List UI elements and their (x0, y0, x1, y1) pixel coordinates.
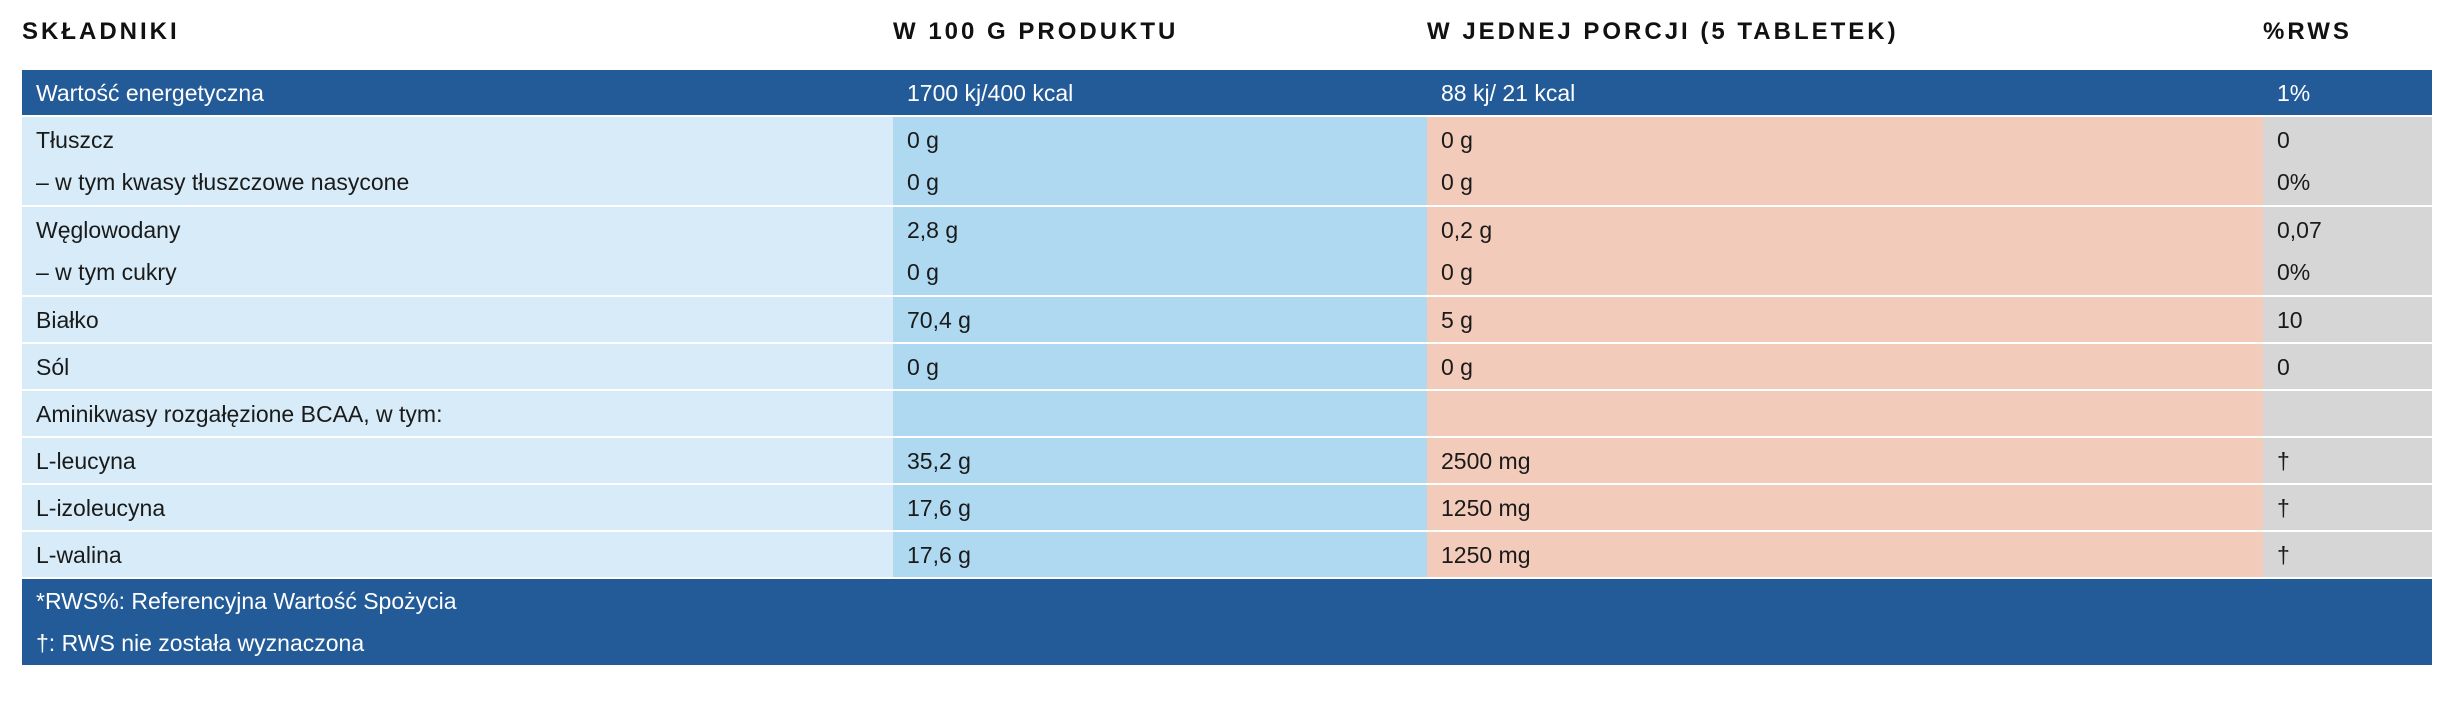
per-100g-cell: 0 g 0 g (893, 116, 1427, 207)
ingredient-cell: Węglowodany – w tym cukry (22, 206, 893, 297)
table-row: L-walina 17,6 g 1250 mg † (22, 531, 2432, 579)
ingredient-label: Aminikwasy rozgałęzione BCAA, w tym: (36, 400, 443, 427)
ingredient-sublabel: – w tym kwasy tłuszczowe nasycone (36, 169, 410, 195)
ingredient-label: Tłuszcz (36, 127, 114, 153)
header-ingredients: SKŁADNIKI (22, 18, 180, 45)
rws-value: 1% (2277, 79, 2311, 106)
per-serving-value: 2500 mg (1441, 447, 1531, 474)
per-100g-cell: 2,8 g 0 g (893, 206, 1427, 297)
footnote-row: *RWS%: Referencyjna Wartość Spożycia †: … (22, 578, 2432, 665)
per-serving-cell: 1250 mg (1427, 531, 2263, 579)
footnote-rws: *RWS%: Referencyjna Wartość Spożycia (36, 588, 457, 614)
rws-value: 0 (2277, 127, 2290, 153)
per-serving-value: 0,2 g (1441, 217, 1493, 243)
rws-subvalue: 0% (2277, 169, 2311, 195)
ingredient-cell: Wartość energetyczna (22, 70, 893, 117)
rws-cell: † (2263, 484, 2432, 532)
per-serving-subvalue: 0 g (1441, 259, 1473, 285)
per-100g-value: 35,2 g (907, 447, 971, 474)
ingredient-cell: Tłuszcz – w tym kwasy tłuszczowe nasycon… (22, 116, 893, 207)
per-serving-value: 5 g (1441, 306, 1473, 333)
header-per-serving: W JEDNEJ PORCJI (5 TABLETEK) (1427, 18, 1899, 45)
ingredient-cell: Sól (22, 343, 893, 391)
per-100g-value: 17,6 g (907, 494, 971, 521)
per-100g-value: 0 g (907, 353, 939, 380)
footnote-cell: *RWS%: Referencyjna Wartość Spożycia †: … (22, 578, 2432, 665)
ingredient-label: L-walina (36, 541, 122, 568)
per-100g-value: 2,8 g (907, 217, 959, 243)
per-serving-value: 0 g (1441, 353, 1473, 380)
ingredient-label: Białko (36, 306, 99, 333)
ingredient-cell: L-walina (22, 531, 893, 579)
per-serving-cell: 5 g (1427, 296, 2263, 344)
per-100g-value: 70,4 g (907, 306, 971, 333)
ingredient-label: Sól (36, 353, 70, 380)
per-100g-value: 0 g (907, 127, 939, 153)
table-row: Węglowodany – w tym cukry 2,8 g 0 g 0,2 … (22, 206, 2432, 297)
per-100g-cell (893, 390, 1427, 438)
rws-cell: 1% (2263, 70, 2432, 117)
table-row: Aminikwasy rozgałęzione BCAA, w tym: (22, 390, 2432, 438)
rws-cell: 10 (2263, 296, 2432, 344)
per-100g-subvalue: 0 g (907, 259, 939, 285)
rws-value: 0,07 (2277, 217, 2322, 243)
ingredient-label: Węglowodany (36, 217, 181, 243)
rws-value: 0 (2277, 353, 2290, 380)
per-100g-cell: 1700 kj/400 kcal (893, 70, 1427, 117)
nutrition-table: Wartość energetyczna 1700 kj/400 kcal 88… (22, 70, 2432, 665)
ingredient-cell: Aminikwasy rozgałęzione BCAA, w tym: (22, 390, 893, 438)
per-serving-value: 0 g (1441, 127, 1473, 153)
table-row: Białko 70,4 g 5 g 10 (22, 296, 2432, 344)
rws-cell: 0,07 0% (2263, 206, 2432, 297)
ingredient-cell: Białko (22, 296, 893, 344)
rws-value: 10 (2277, 306, 2303, 333)
ingredient-label: Wartość energetyczna (36, 79, 264, 106)
ingredient-cell: L-leucyna (22, 437, 893, 485)
per-100g-subvalue: 0 g (907, 169, 939, 195)
table-row: L-izoleucyna 17,6 g 1250 mg † (22, 484, 2432, 532)
per-100g-cell: 0 g (893, 343, 1427, 391)
rws-cell: 0 0% (2263, 116, 2432, 207)
dagger-icon: † (2277, 541, 2290, 568)
per-100g-cell: 17,6 g (893, 484, 1427, 532)
table-row: Sól 0 g 0 g 0 (22, 343, 2432, 391)
header-per-100g: W 100 G PRODUKTU (893, 18, 1179, 45)
per-serving-cell (1427, 390, 2263, 438)
header-rws: %RWS (2263, 18, 2352, 45)
table-row: Tłuszcz – w tym kwasy tłuszczowe nasycon… (22, 116, 2432, 207)
ingredient-label: L-izoleucyna (36, 494, 166, 521)
ingredient-label: L-leucyna (36, 447, 136, 474)
per-serving-subvalue: 0 g (1441, 169, 1473, 195)
per-100g-cell: 35,2 g (893, 437, 1427, 485)
per-100g-value: 1700 kj/400 kcal (907, 79, 1074, 106)
rws-subvalue: 0% (2277, 259, 2311, 285)
per-100g-cell: 70,4 g (893, 296, 1427, 344)
per-serving-cell: 2500 mg (1427, 437, 2263, 485)
rws-cell: † (2263, 531, 2432, 579)
per-serving-cell: 0,2 g 0 g (1427, 206, 2263, 297)
per-serving-cell: 0 g 0 g (1427, 116, 2263, 207)
per-serving-cell: 88 kj/ 21 kcal (1427, 70, 2263, 117)
rws-cell: † (2263, 437, 2432, 485)
footnote-dagger: †: RWS nie została wyznaczona (36, 630, 365, 656)
per-serving-cell: 1250 mg (1427, 484, 2263, 532)
table-row: L-leucyna 35,2 g 2500 mg † (22, 437, 2432, 485)
per-serving-value: 88 kj/ 21 kcal (1441, 79, 1576, 106)
per-serving-value: 1250 mg (1441, 541, 1531, 568)
ingredient-cell: L-izoleucyna (22, 484, 893, 532)
dagger-icon: † (2277, 447, 2290, 474)
rws-cell (2263, 390, 2432, 438)
per-serving-cell: 0 g (1427, 343, 2263, 391)
ingredient-sublabel: – w tym cukry (36, 259, 177, 285)
per-100g-value: 17,6 g (907, 541, 971, 568)
rws-cell: 0 (2263, 343, 2432, 391)
table-header: SKŁADNIKI W 100 G PRODUKTU W JEDNEJ PORC… (22, 14, 2432, 50)
dagger-icon: † (2277, 494, 2290, 521)
per-serving-value: 1250 mg (1441, 494, 1531, 521)
table-row: Wartość energetyczna 1700 kj/400 kcal 88… (22, 70, 2432, 117)
per-100g-cell: 17,6 g (893, 531, 1427, 579)
